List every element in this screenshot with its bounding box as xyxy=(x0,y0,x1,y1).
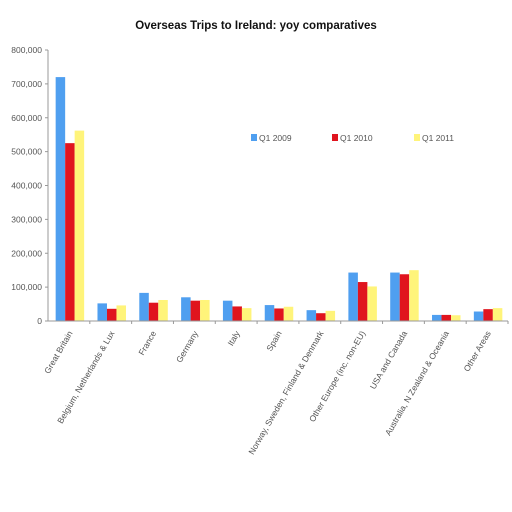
y-tick-label: 500,000 xyxy=(11,147,42,157)
bar xyxy=(148,302,159,321)
x-category-label: Other Areas xyxy=(461,329,492,373)
y-tick-label: 300,000 xyxy=(11,214,42,224)
bar xyxy=(241,308,252,321)
y-tick-label: 0 xyxy=(37,316,42,326)
bar xyxy=(432,314,442,321)
bar xyxy=(181,297,191,321)
legend-swatch xyxy=(414,134,420,141)
y-tick-label: 600,000 xyxy=(11,113,42,123)
legend-swatch xyxy=(251,134,257,141)
x-category-label: Italy xyxy=(225,328,242,347)
y-tick-label: 100,000 xyxy=(11,282,42,292)
bar xyxy=(264,305,275,321)
x-category-label: Spain xyxy=(264,329,284,353)
bar xyxy=(274,308,284,321)
y-tick-label: 700,000 xyxy=(11,79,42,89)
bar xyxy=(409,270,419,321)
bar xyxy=(232,306,242,321)
bar xyxy=(492,308,503,321)
bar xyxy=(325,310,336,321)
bar xyxy=(116,305,126,321)
bar xyxy=(399,274,410,321)
bar xyxy=(200,299,210,321)
chart-title: Overseas Trips to Ireland: yoy comparati… xyxy=(135,20,377,32)
bar xyxy=(74,130,85,321)
legend: Q1 2009 Q1 2010 Q1 2011 xyxy=(251,133,454,143)
bars xyxy=(55,77,503,321)
y-axis: 0 100,000 200,000 300,000 400,000 500,000 600,… xyxy=(11,45,49,326)
bar xyxy=(222,300,233,321)
bar xyxy=(483,309,493,321)
bar xyxy=(451,315,461,321)
bar xyxy=(283,306,294,321)
x-category-label: Great Britain xyxy=(42,329,75,376)
x-category-label: Norway, Sweden, Finland & Denmark xyxy=(246,328,326,456)
bar xyxy=(139,292,149,321)
legend-swatch xyxy=(332,134,338,141)
bar xyxy=(158,299,168,321)
bar xyxy=(106,308,117,321)
x-category-label: France xyxy=(136,329,158,357)
bar xyxy=(306,310,317,321)
bar xyxy=(348,272,358,321)
y-tick-label: 200,000 xyxy=(11,248,42,258)
y-tick-label: 800,000 xyxy=(11,45,42,55)
legend-label: Q1 2010 xyxy=(340,133,373,143)
bar xyxy=(316,313,326,321)
bar xyxy=(97,303,107,321)
legend-label: Q1 2011 xyxy=(422,133,454,143)
bar xyxy=(367,286,377,321)
bar xyxy=(390,272,400,321)
bar xyxy=(190,300,201,321)
bar xyxy=(357,282,368,321)
x-category-label: USA and Canada xyxy=(368,329,410,391)
bar xyxy=(441,314,452,321)
bar xyxy=(55,77,66,321)
bar xyxy=(473,311,484,321)
y-tick-label: 400,000 xyxy=(11,181,42,191)
bar xyxy=(65,143,75,321)
x-category-label: Germany xyxy=(174,328,201,364)
legend-label: Q1 2009 xyxy=(259,133,292,143)
